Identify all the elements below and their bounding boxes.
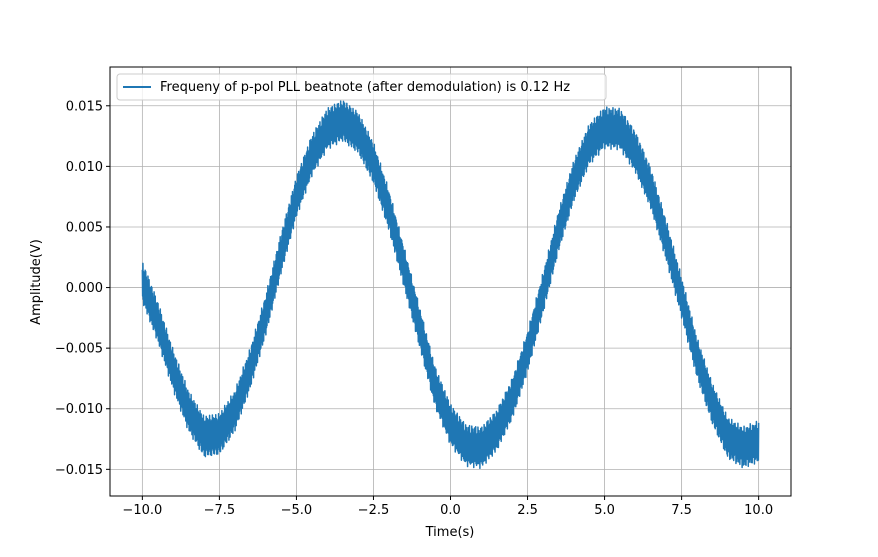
series-line [141,100,760,470]
x-axis: −10.0 −7.5 −5.0 −2.5 0.0 2.5 5.0 7.5 10.0 [122,496,773,518]
x-tick-label: −7.5 [204,503,236,518]
y-tick-label: 0.010 [66,160,103,175]
legend-label: Frequeny of p-pol PLL beatnote (after de… [160,80,570,95]
y-tick-label: 0.000 [66,281,103,296]
x-axis-title: Time(s) [425,525,475,540]
x-tick-label: 2.5 [517,503,538,518]
y-tick-label: 0.015 [66,99,103,114]
x-tick-label: 10.0 [744,503,773,518]
y-tick-label: 0.005 [66,220,103,235]
x-tick-label: −5.0 [281,503,313,518]
plot-area [141,100,760,470]
legend-box [116,73,607,101]
x-tick-label: 0.0 [440,503,461,518]
x-tick-label: 7.5 [671,503,692,518]
x-tick-label: −2.5 [358,503,390,518]
x-tick-label: 5.0 [594,503,615,518]
y-tick-label: −0.005 [55,342,103,357]
y-axis-title: Amplitude(V) [29,239,44,325]
y-axis: −0.015 −0.010 −0.005 0.000 0.005 0.010 0.015 [55,99,110,478]
y-tick-label: −0.010 [55,402,103,417]
x-tick-label: −10.0 [122,503,162,518]
y-tick-label: −0.015 [55,463,103,478]
legend: Frequeny of p-pol PLL beatnote (after de… [116,73,607,101]
